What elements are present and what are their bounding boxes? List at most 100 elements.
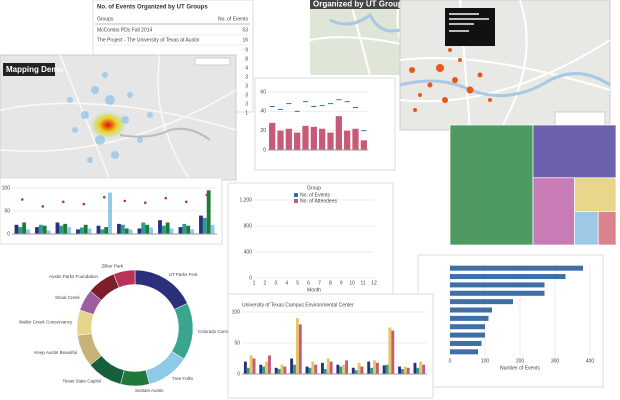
marker — [102, 195, 106, 199]
x-tick-label: 1 — [253, 280, 256, 286]
bar — [375, 362, 379, 374]
bar — [182, 223, 187, 234]
donut-slice — [120, 369, 150, 387]
map-left: Mapping Demo — [0, 54, 237, 181]
bar — [120, 224, 125, 234]
panel — [227, 182, 394, 296]
bar — [370, 367, 374, 374]
donut-slice — [113, 269, 136, 288]
marker — [61, 200, 65, 204]
slice-label: Austin Parks Foundation — [49, 274, 99, 279]
bar — [339, 366, 343, 374]
bar — [63, 223, 68, 234]
donut-slice — [171, 302, 194, 360]
search-box[interactable] — [194, 57, 231, 66]
treemap-cell — [574, 177, 617, 212]
x-tick-label: 9 — [340, 280, 343, 286]
table-header: No. of Events — [218, 16, 249, 22]
table-cell: 53 — [242, 27, 248, 33]
y-tick-label: 40 — [260, 109, 266, 115]
map-dots — [409, 48, 492, 112]
bar — [42, 225, 47, 234]
bar — [186, 225, 191, 234]
y-tick-label: 0 — [7, 231, 10, 237]
bar — [137, 228, 142, 234]
y-tick-label: 100 — [232, 309, 241, 315]
y-tick-label: 400 — [244, 249, 253, 255]
bar — [450, 340, 482, 346]
slice-label: Keep Austin Beautiful — [34, 350, 77, 355]
river — [119, 127, 211, 141]
bar — [18, 227, 23, 234]
bar — [55, 222, 60, 234]
bar — [161, 225, 166, 234]
slice-label: Texas State Capitol — [62, 378, 101, 383]
slice-label: Sustain Austin — [135, 388, 164, 393]
treemap-cell — [597, 211, 617, 246]
bar — [290, 358, 294, 374]
road — [399, 0, 611, 131]
x-axis-label: Month — [307, 287, 321, 293]
x-tick-label: 400 — [586, 358, 595, 364]
bar — [83, 224, 88, 234]
bar — [329, 361, 333, 374]
river — [399, 72, 611, 98]
bar — [141, 222, 146, 234]
x-tick-label: 3 — [274, 280, 277, 286]
bar — [277, 369, 281, 374]
bar — [398, 366, 401, 374]
table-cell: 9 — [245, 47, 248, 53]
y-tick-label: 0 — [263, 147, 266, 153]
bar — [326, 358, 330, 374]
table-cell: 3 — [245, 101, 248, 107]
bar — [450, 324, 485, 330]
slice-label: UT Parks Fest — [169, 272, 198, 277]
table-rows: McCombs PDs Fall 2014 53 The Project - The… — [95, 27, 250, 116]
bar — [158, 220, 162, 234]
bar — [246, 367, 250, 374]
bar — [38, 224, 43, 234]
x-axis-label: Number of Events — [500, 365, 541, 371]
chart-title: Group — [307, 185, 321, 191]
bar — [259, 364, 263, 374]
table-header: Groups — [97, 16, 114, 22]
bar — [391, 330, 395, 374]
map-header — [3, 63, 55, 76]
map-title: Organized by UT Groups — [313, 0, 408, 9]
bar — [450, 349, 478, 355]
bar — [382, 365, 386, 374]
heat-spot — [90, 111, 126, 139]
bar — [305, 366, 309, 374]
bar — [117, 223, 121, 234]
bar — [310, 126, 317, 150]
marker — [20, 198, 24, 201]
bar — [321, 362, 324, 374]
river — [329, 12, 401, 33]
y-tick-label: 50 — [234, 340, 240, 346]
x-tick-label: 4 — [285, 280, 288, 286]
bar — [354, 370, 358, 374]
bar — [265, 361, 269, 374]
y-tick-label: 1,200 — [239, 197, 252, 203]
bar — [96, 225, 101, 234]
x-tick-label: 11 — [360, 280, 365, 286]
bar — [294, 132, 301, 150]
tooltip-lines — [449, 13, 489, 32]
slice-label: Waller Creek Conservancy — [19, 319, 73, 324]
bar — [344, 130, 351, 150]
x-tick-label: 6 — [307, 280, 310, 286]
bar — [262, 366, 266, 374]
bar — [128, 229, 133, 234]
table-cell: McCombs PDs Fall 2014 — [97, 27, 153, 33]
y-tick-label: 800 — [244, 223, 253, 229]
bar — [419, 361, 423, 374]
bar — [76, 229, 80, 234]
table-cell: 16 — [242, 37, 248, 43]
bar — [79, 227, 84, 234]
bar — [169, 228, 174, 234]
bar — [450, 282, 545, 288]
table-cell: 1 — [245, 110, 248, 116]
bar — [59, 225, 64, 234]
bar — [400, 369, 404, 374]
